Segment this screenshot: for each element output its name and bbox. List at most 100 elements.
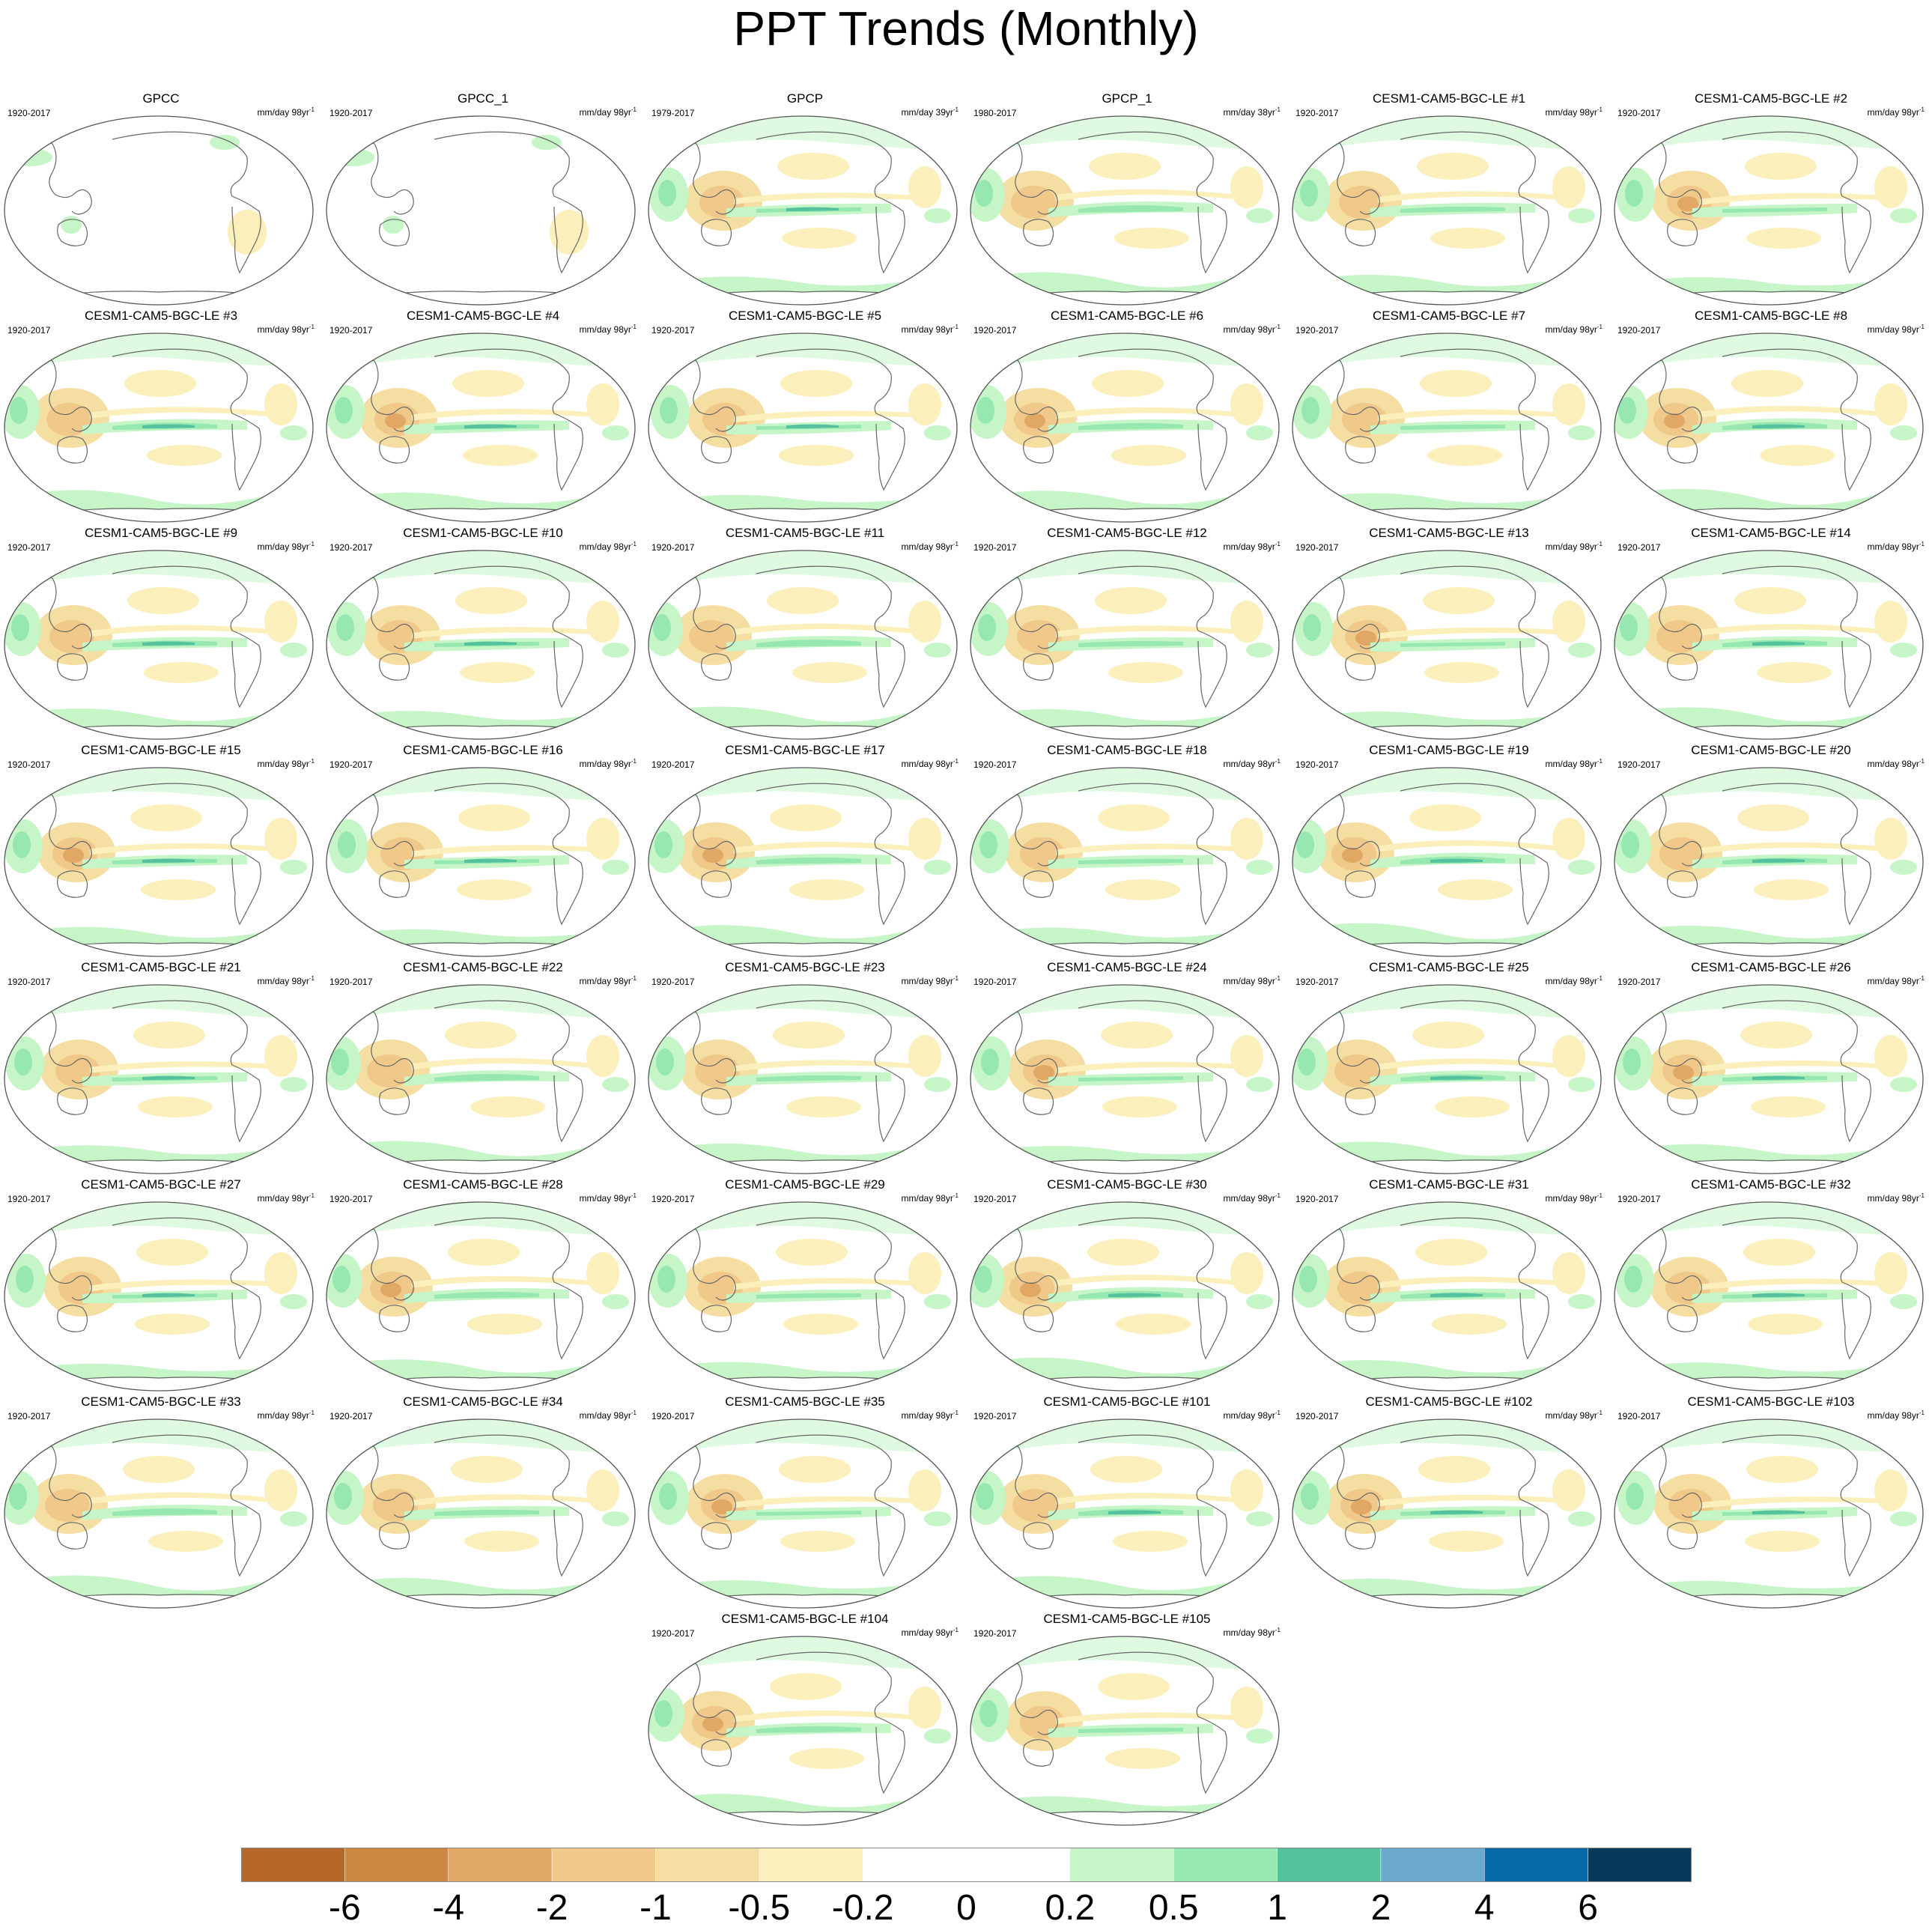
trend-patch-southern-ocean (1640, 488, 1895, 509)
map-panel: CESM1-CAM5-BGC-LE #23 1920-2017 mm/day 98y… (644, 960, 966, 1177)
map-boundary (1614, 984, 1924, 1174)
trend-patch-atlantic (1874, 166, 1907, 208)
trend-patch-warm-pool-max (1342, 848, 1363, 863)
colorbar-box (1380, 1848, 1485, 1882)
map-boundary (970, 1636, 1280, 1826)
map-panel: CESM1-CAM5-BGC-LE #31 1920-2017 mm/day 98y… (1288, 1177, 1610, 1395)
trend-patch-atlantic-wet (1890, 860, 1917, 875)
map-panel: CESM1-CAM5-BGC-LE #18 1920-2017 mm/day 98y… (966, 743, 1288, 960)
trend-patch-equatorial-wet-core (1400, 642, 1505, 647)
world-map (648, 1201, 958, 1392)
coastline-asia (652, 138, 736, 215)
coastline-north-america (1078, 1000, 1214, 1066)
coastline-south-america (1519, 1064, 1549, 1143)
map-panel: CESM1-CAM5-BGC-LE #13 1920-2017 mm/day 98y… (1288, 526, 1610, 743)
trend-patch-warm-pool-core (1334, 1054, 1379, 1087)
coastline-asia (652, 572, 736, 649)
trend-patch-south-pacific (1746, 228, 1821, 249)
coastline-south-america (1197, 195, 1227, 274)
trend-patch-atlantic (1552, 166, 1585, 208)
coastline-north-america (434, 348, 570, 414)
coastline-australia (1023, 1739, 1054, 1767)
coastline-south-america (1197, 1499, 1227, 1577)
trend-patch-atlantic-wet (924, 208, 951, 223)
trend-patch-north-pacific (1098, 1673, 1170, 1700)
panel-title: CESM1-CAM5-BGC-LE #18 (1047, 743, 1207, 757)
trend-patch-equatorial-wet-core (1078, 640, 1183, 647)
trend-patch-itcz-dry (734, 1278, 929, 1290)
trend-patch-south-pacific (457, 879, 532, 900)
trend-patch-equatorial-wet-core (756, 1293, 861, 1299)
trend-patch-north-america (210, 135, 240, 150)
coastline-asia (974, 1007, 1058, 1084)
panel-period: 1920-2017 (7, 977, 51, 987)
trend-patch-atlantic (1552, 1035, 1585, 1077)
map-boundary (326, 984, 636, 1174)
trend-patch-atlantic-wet (1890, 1077, 1917, 1092)
trend-patch-southern-ocean (996, 1146, 1251, 1161)
map-panel: CESM1-CAM5-BGC-LE #16 1920-2017 mm/day 98y… (322, 743, 644, 960)
trend-patch-north-pacific (455, 587, 527, 614)
world-map (326, 984, 636, 1174)
trend-patch-atlantic (1552, 1252, 1585, 1294)
world-map (970, 1201, 1280, 1392)
coastline-australia (701, 219, 732, 246)
world-map (4, 1201, 314, 1392)
trend-patch-atlantic-wet (924, 1294, 951, 1309)
map-boundary (1292, 333, 1602, 523)
trend-patch-itcz-dry (1056, 1712, 1251, 1725)
coastline-asia (1296, 789, 1380, 867)
trend-patch-north-pacific (451, 1456, 523, 1483)
coastline-australia (379, 1087, 410, 1115)
world-map (1614, 1201, 1924, 1392)
trend-patch-atlantic (908, 1687, 941, 1729)
trend-patch-atlantic-wet (1246, 1729, 1273, 1744)
panel-period: 1920-2017 (973, 759, 1017, 770)
trend-patch-atlantic-wet (1568, 643, 1595, 658)
trend-patch-indian-ocean-core (1301, 1483, 1319, 1510)
trend-patch-atlantic-wet (924, 643, 951, 658)
panel-title: CESM1-CAM5-BGC-LE #9 (84, 526, 238, 540)
map-boundary (1292, 115, 1602, 306)
trend-patch-indian-ocean-core (974, 1266, 992, 1293)
trend-patch-atlantic (264, 601, 297, 643)
coastline-north-america (756, 348, 892, 414)
world-map (1614, 767, 1924, 957)
world-map (326, 1418, 636, 1609)
trend-patch-equatorial-wet-core (1722, 207, 1827, 213)
coastline-asia (1296, 1441, 1380, 1518)
panel-period: 1920-2017 (1617, 1411, 1661, 1421)
trend-patch-indian-ocean-core (1301, 397, 1319, 424)
panel-units: mm/day 98yr-1 (257, 1409, 315, 1421)
colorbar-box (655, 1848, 760, 1882)
coastline-australia (1667, 1087, 1698, 1115)
panel-title: CESM1-CAM5-BGC-LE #5 (728, 309, 882, 323)
coastline-north-america (1078, 565, 1214, 631)
coastline-north-america (756, 131, 892, 197)
trend-patch-equatorial-wet-core (1400, 424, 1505, 430)
trend-patch-atlantic (1552, 383, 1585, 425)
world-map (1292, 767, 1602, 957)
trend-patch-warm-pool-max (1033, 1065, 1054, 1080)
trend-patch-indian-ocean-core (659, 1483, 677, 1510)
coastline-south-america (231, 1281, 261, 1360)
coastline-south-america (231, 413, 261, 491)
panel-units: mm/day 98yr-1 (1545, 1409, 1603, 1421)
trend-patch-equatorial-wet-core (756, 639, 861, 647)
map-boundary (1614, 1201, 1924, 1392)
coastline-australia (701, 1739, 732, 1767)
panel-title: CESM1-CAM5-BGC-LE #19 (1369, 743, 1529, 757)
trend-patch-south-america (550, 210, 589, 255)
trend-patch-indian-ocean-core (654, 831, 672, 858)
trend-patch-south-pacific (467, 1314, 542, 1335)
trend-patch-southern-ocean (1640, 1580, 1895, 1595)
map-boundary (4, 115, 314, 306)
trend-patch-itcz-dry (734, 1496, 929, 1508)
panel-title: CESM1-CAM5-BGC-LE #35 (725, 1395, 885, 1409)
trend-patch-north-pacific (1417, 153, 1489, 180)
coastline-australia (1345, 1522, 1376, 1550)
coastline-asia (1618, 789, 1702, 867)
map-panel: CESM1-CAM5-BGC-LE #32 1920-2017 mm/day 98y… (1610, 1177, 1932, 1395)
trend-patch-indian-ocean-core (1303, 614, 1321, 641)
map-boundary (4, 1418, 314, 1609)
